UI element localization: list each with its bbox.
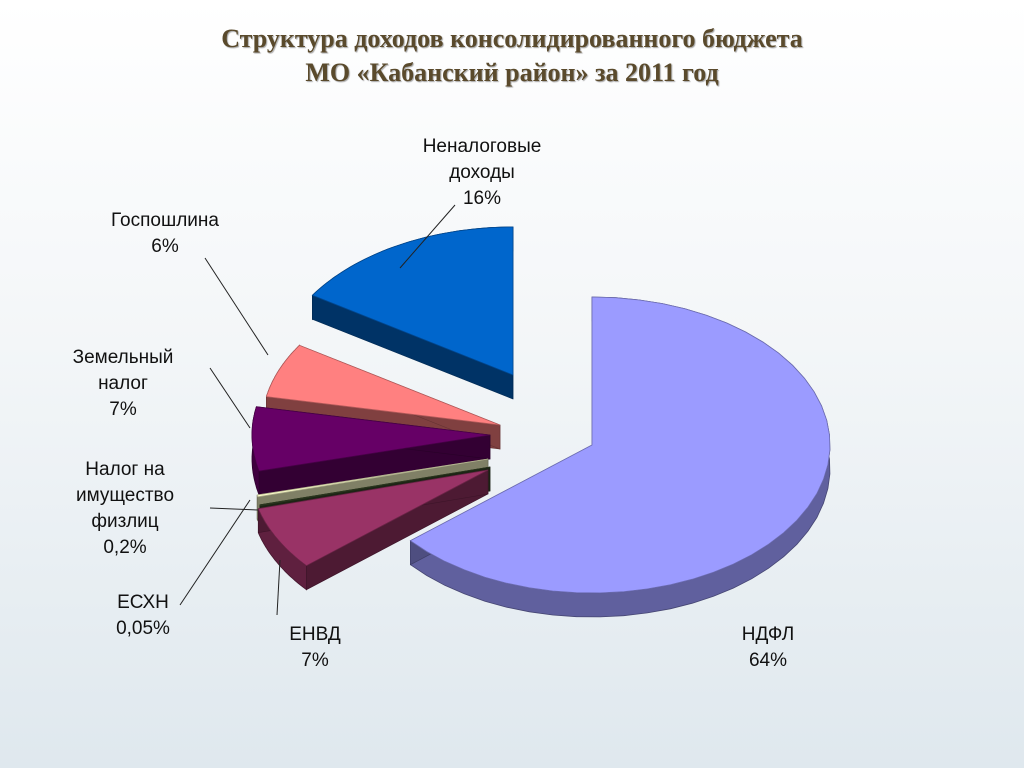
slice-label-line: 7%	[301, 650, 329, 671]
pie-labels: НДФЛ 64% ЕНВД 7% ЕСХН 0,05% Налог на имущество ф…	[73, 136, 795, 671]
slice-label-2: ЕСХН 0,05%	[116, 592, 170, 639]
slice-label-line: 0,2%	[103, 537, 146, 558]
slice-label-line: Неналоговые	[423, 136, 542, 157]
leader-line-2	[179, 499, 251, 606]
pie-slice-0	[409, 296, 831, 618]
chart-title: Структура доходов консолидированного бюд…	[0, 22, 1024, 90]
slice-label-0: НДФЛ 64%	[742, 624, 794, 671]
slice-label-line: 6%	[151, 236, 179, 257]
slice-label-line: 7%	[109, 399, 137, 420]
pie-slice-top-3	[256, 458, 489, 498]
slice-label-5: Госпошлина 6%	[111, 210, 219, 257]
slice-label-line: ЕНВД	[289, 624, 341, 645]
slice-label-line: 0,05%	[116, 618, 170, 639]
slice-label-line: Земельный	[73, 347, 174, 368]
slice-label-4: Земельный налог 7%	[73, 347, 174, 420]
pie-slice-top-6	[311, 226, 514, 376]
leader-line-5	[204, 257, 269, 356]
slice-label-line: НДФЛ	[742, 624, 794, 645]
leader-line-6	[399, 204, 456, 269]
pie-slice-top-5	[265, 344, 501, 426]
slice-label-line: Налог на	[85, 459, 165, 480]
slice-label-line: доходы	[449, 162, 515, 183]
pie-slice-top-0	[409, 296, 831, 594]
slice-label-line: имущество	[76, 485, 174, 506]
leader-line-4	[209, 367, 251, 429]
leader-line-3	[209, 507, 259, 511]
pie-slice-1	[257, 469, 489, 591]
slice-label-line: 16%	[463, 188, 501, 209]
pie-slice-top-4	[251, 406, 491, 472]
chart-title-line-1: Структура доходов консолидированного бюд…	[221, 24, 803, 53]
pie-slice-4	[251, 406, 491, 496]
pie-slice-top-2	[259, 466, 491, 507]
slice-label-line: физлиц	[91, 511, 158, 532]
pie-slices	[251, 226, 831, 618]
slice-label-line: налог	[98, 373, 148, 394]
slice-label-1: ЕНВД 7%	[289, 624, 341, 671]
slice-label-6: Неналоговые доходы 16%	[423, 136, 542, 209]
pie-slice-6	[311, 226, 514, 400]
slice-label-line: Госпошлина	[111, 210, 219, 231]
pie-slice-top-1	[257, 469, 489, 567]
slice-label-line: ЕСХН	[117, 592, 169, 613]
chart-title-line-2: МО «Кабанский район» за 2011 год	[305, 58, 719, 87]
leader-line-1	[276, 559, 281, 616]
slice-label-line: 64%	[749, 650, 787, 671]
slice-label-3: Налог на имущество физлиц 0,2%	[76, 459, 174, 558]
